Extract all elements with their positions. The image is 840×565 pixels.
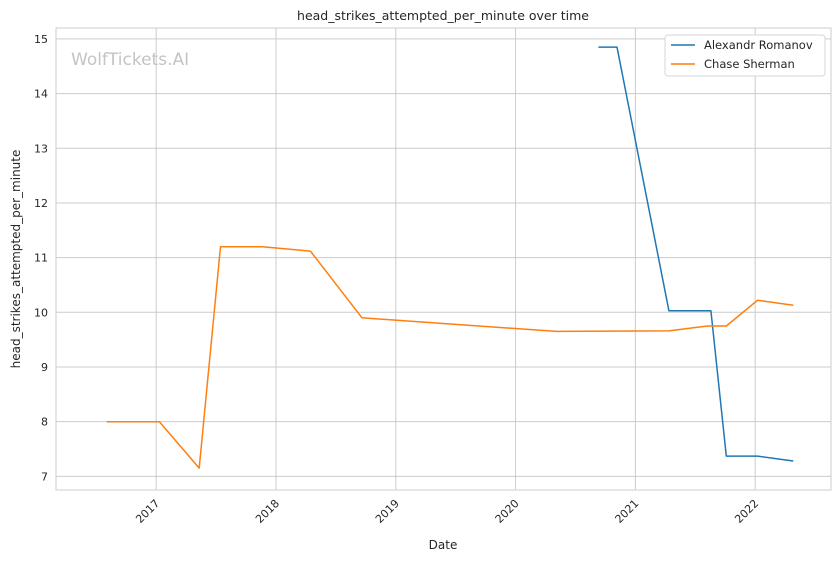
legend-label-chase-sherman: Chase Sherman <box>704 57 795 71</box>
y-tick-label: 9 <box>41 361 48 374</box>
x-tick-label: 2021 <box>613 497 642 526</box>
x-tick-label: 2017 <box>133 497 162 526</box>
x-tick-label: 2020 <box>493 497 522 526</box>
x-axis-label: Date <box>429 538 458 552</box>
x-tick-label: 2018 <box>253 497 282 526</box>
x-tick-label: 2019 <box>373 497 402 526</box>
y-tick-label: 12 <box>34 197 48 210</box>
x-tick-label: 2022 <box>732 497 761 526</box>
y-tick-label: 7 <box>41 470 48 483</box>
y-tick-label: 13 <box>34 142 48 155</box>
plot-area <box>56 28 831 490</box>
y-tick-label: 14 <box>34 88 48 101</box>
y-tick-label: 15 <box>34 33 48 46</box>
y-tick-label: 10 <box>34 306 48 319</box>
chart-title: head_strikes_attempted_per_minute over t… <box>297 8 589 23</box>
y-tick-label: 11 <box>34 252 48 265</box>
legend-label-alexandr-romanov: Alexandr Romanov <box>704 38 813 52</box>
watermark: WolfTickets.AI <box>71 50 189 70</box>
y-tick-label: 8 <box>41 416 48 429</box>
y-axis-label: head_strikes_attempted_per_minute <box>9 150 23 369</box>
legend: Alexandr Romanov Chase Sherman <box>665 35 825 76</box>
